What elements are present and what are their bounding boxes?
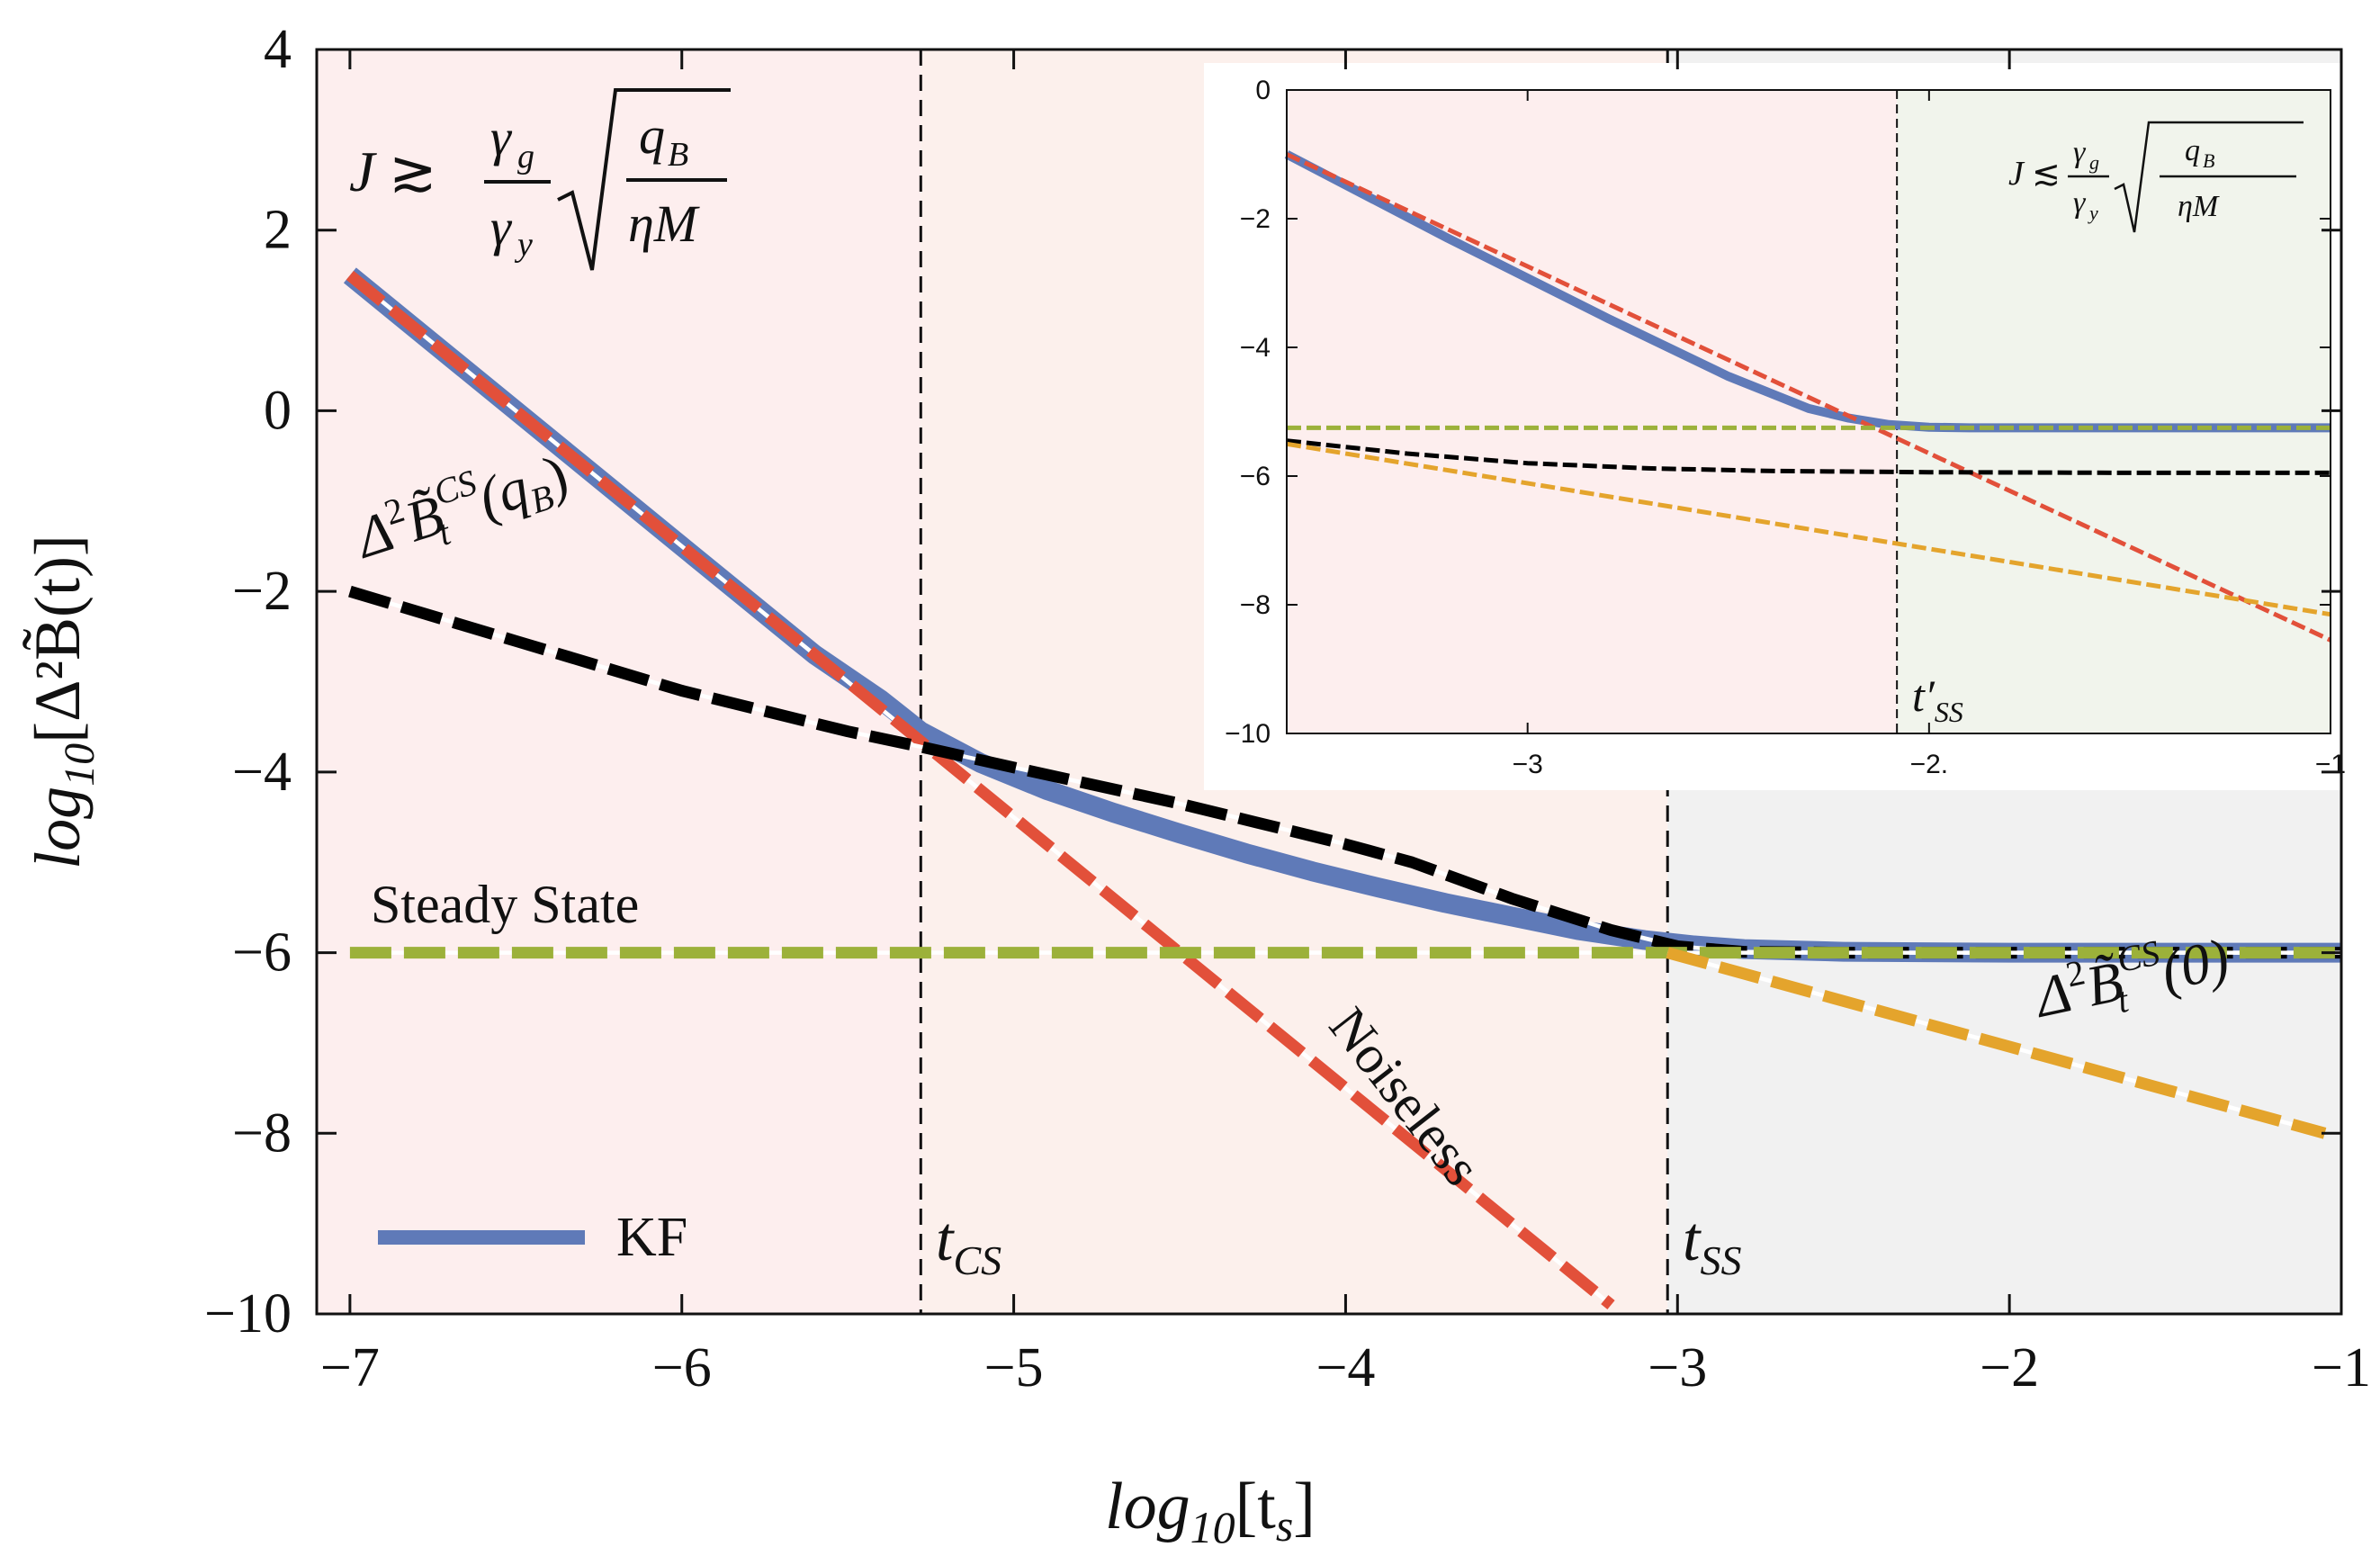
inset-ytick-label-0: 0 bbox=[1255, 76, 1271, 105]
svg-text:J: J bbox=[349, 139, 377, 203]
svg-text:γ: γ bbox=[490, 108, 513, 166]
inset-region-1 bbox=[1897, 90, 2331, 733]
t-ss-label: tSS bbox=[1683, 1205, 1741, 1283]
main-ytick-label-0: 4 bbox=[264, 19, 292, 80]
steady-state-label: Steady State bbox=[371, 875, 639, 934]
main-xtick-label-4: −3 bbox=[1648, 1337, 1707, 1399]
inset-series bbox=[1284, 150, 2332, 643]
inset-ytick-label-3: −6 bbox=[1240, 462, 1271, 491]
t-ss-prime-label: t′SS bbox=[1912, 670, 1963, 728]
svg-text:J: J bbox=[2008, 155, 2025, 193]
svg-text:q: q bbox=[2185, 134, 2200, 167]
main-formula: J ≳ γ g γ y q B ηM bbox=[349, 88, 731, 271]
inset-series-b-t-cs-q-b bbox=[1286, 438, 2331, 475]
svg-text:≲: ≲ bbox=[2032, 155, 2061, 193]
main-ytick-label-3: −2 bbox=[232, 561, 292, 622]
t-cs-label: tCS bbox=[936, 1205, 1001, 1283]
main-xtick-label-3: −4 bbox=[1316, 1337, 1375, 1399]
svg-text:g: g bbox=[2089, 151, 2099, 174]
inset-ytick-label-4: −8 bbox=[1240, 590, 1271, 620]
main-region-0 bbox=[317, 49, 921, 1314]
main-series-b-t-cs-0 bbox=[1666, 947, 2327, 1139]
inset-xtick-label-0: −3 bbox=[1513, 750, 1543, 779]
svg-text:y: y bbox=[2088, 202, 2098, 224]
main-xtick-label-5: −2 bbox=[1980, 1337, 2039, 1399]
inset-ytick-label-5: −10 bbox=[1225, 719, 1271, 749]
main-ytick-label-7: −10 bbox=[204, 1283, 292, 1345]
main-ytick-label-1: 2 bbox=[264, 200, 292, 261]
inset-region-0 bbox=[1287, 90, 1898, 733]
svg-text:B: B bbox=[2203, 149, 2214, 172]
main-xtick-label-0: −7 bbox=[320, 1337, 380, 1399]
svg-text:≳: ≳ bbox=[389, 139, 437, 203]
svg-text:γ: γ bbox=[2073, 186, 2087, 220]
main-ytick-label-4: −4 bbox=[232, 742, 292, 803]
main-series-noiseless bbox=[346, 270, 1615, 1310]
svg-text:γ: γ bbox=[490, 198, 513, 256]
svg-text:g: g bbox=[517, 138, 534, 175]
svg-text:B: B bbox=[668, 136, 688, 174]
inset-formula: J ≲ γ g γ y q B ηM bbox=[2008, 121, 2304, 233]
inset-series-noiseless bbox=[1285, 152, 2332, 643]
inset-ytick-label-2: −4 bbox=[1240, 333, 1271, 363]
y-axis-label: log10[Δ²B̃(t)] bbox=[22, 535, 103, 869]
svg-text:y: y bbox=[514, 226, 533, 264]
cs-zero-label: Δ2B̃CSt (0) bbox=[2025, 918, 2236, 1038]
main-xtick-label-6: −1 bbox=[2312, 1337, 2371, 1399]
main-xtick-label-1: −6 bbox=[652, 1337, 712, 1399]
svg-text:γ: γ bbox=[2073, 136, 2087, 169]
svg-text:ηM: ηM bbox=[628, 194, 700, 253]
main-ytick-label-6: −8 bbox=[232, 1102, 292, 1164]
legend-kf-label: KF bbox=[616, 1207, 687, 1268]
inset-series-b-t-cs-0 bbox=[1286, 441, 2331, 617]
main-xtick-label-2: −5 bbox=[984, 1337, 1044, 1399]
svg-text:q: q bbox=[639, 106, 665, 165]
main-ytick-label-5: −6 bbox=[232, 922, 292, 984]
main-series bbox=[343, 267, 2341, 1310]
main-frame bbox=[315, 48, 2343, 1316]
x-axis-label: log10[ts] bbox=[1105, 1470, 1316, 1547]
main-axes: −7 −6 −5 −4 −3 −2 −1 4 2 0 −2 −4 −6 −8 −10 bbox=[204, 19, 2371, 1399]
inset-ytick-label-1: −2 bbox=[1240, 204, 1271, 234]
inset-xtick-label-1: −2. bbox=[1910, 750, 1949, 779]
inset-shaded-regions bbox=[1287, 90, 2331, 733]
svg-text:ηM: ηM bbox=[2178, 190, 2220, 223]
main-ytick-label-2: 0 bbox=[264, 380, 292, 441]
